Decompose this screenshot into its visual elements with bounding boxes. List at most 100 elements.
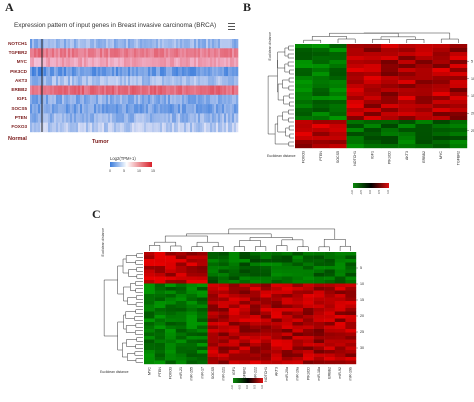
heatmap-cell xyxy=(334,343,346,347)
heatmap-a-cell xyxy=(136,57,139,68)
heatmap-a-cell xyxy=(36,48,39,58)
heatmap-cell xyxy=(260,311,272,316)
heatmap-a-cell xyxy=(236,113,239,123)
heatmap-cell xyxy=(292,297,304,302)
heatmap-a-cell xyxy=(60,113,63,123)
heatmap-a-cell xyxy=(166,104,169,114)
hamburger-menu-icon[interactable] xyxy=(228,23,235,30)
heatmap-cell xyxy=(260,353,272,358)
heatmap-cell xyxy=(381,64,399,69)
column-label: SOCS5 xyxy=(336,151,340,163)
heatmap-cell xyxy=(363,136,382,141)
heatmap-a-cell xyxy=(138,76,141,86)
heatmap-a-cell xyxy=(142,39,145,49)
heatmap-cell xyxy=(281,283,293,288)
heatmap-cell xyxy=(228,266,240,270)
group-label-tumor: Tumor xyxy=(92,139,109,145)
heatmap-a-cell xyxy=(82,76,85,86)
heatmap-cell xyxy=(186,315,198,319)
heatmap-cell xyxy=(292,255,304,260)
heatmap-a-cell xyxy=(122,57,125,68)
column-label: IGF1 xyxy=(370,151,374,159)
heatmap-cell xyxy=(292,353,304,358)
heatmap-a-cell xyxy=(176,122,179,133)
heatmap-cell xyxy=(197,339,208,344)
heatmap-a-cell xyxy=(72,94,75,105)
heatmap-cell xyxy=(363,92,382,97)
heatmap-cell xyxy=(415,48,433,53)
heatmap-cell xyxy=(165,283,176,288)
heatmap-a-cell xyxy=(206,104,209,114)
heatmap-cell xyxy=(363,80,382,85)
heatmap-a-cell xyxy=(44,122,47,133)
heatmap-cell xyxy=(324,280,335,284)
heatmap-cell xyxy=(345,287,357,291)
heatmap-cell xyxy=(144,343,155,347)
heatmap-a-cell xyxy=(216,122,219,133)
heatmap-cell xyxy=(228,301,240,305)
heatmap-cell xyxy=(334,266,346,270)
heatmap-a-cell xyxy=(70,113,73,123)
heatmap-cell xyxy=(432,68,450,73)
heatmap-cell xyxy=(346,44,364,49)
heatmap-cell xyxy=(281,350,293,354)
heatmap-a-cell xyxy=(68,39,71,49)
heatmap-cell xyxy=(329,84,347,89)
heatmap-a-cell xyxy=(176,57,179,68)
heatmap-a-cell xyxy=(200,66,203,77)
heatmap-a-cell xyxy=(148,48,151,58)
heatmap-a-cell xyxy=(138,48,141,58)
heatmap-cell xyxy=(250,343,261,347)
heatmap-cell xyxy=(312,48,330,53)
heatmap-cell xyxy=(415,124,433,129)
heatmap-a-cell xyxy=(130,104,133,114)
heatmap-a-cell xyxy=(96,57,99,68)
heatmap-cell xyxy=(398,72,416,77)
heatmap-a-cell xyxy=(230,48,233,58)
column-dendrogram-branch xyxy=(228,228,336,240)
heatmap-a-cell xyxy=(154,85,157,95)
heatmap-a-cell xyxy=(120,76,123,86)
heatmap-a-cell xyxy=(98,57,101,68)
heatmap-a-cell xyxy=(236,57,239,68)
heatmap-a-cell xyxy=(52,104,55,114)
heatmap-a-cell xyxy=(44,113,47,123)
heatmap-a-cell xyxy=(234,122,237,133)
heatmap-a-cell xyxy=(90,39,93,49)
heatmap-cell xyxy=(381,108,399,113)
heatmap-a-cell xyxy=(108,94,111,105)
heatmap-a-cell xyxy=(200,57,203,68)
heatmap-a-cell xyxy=(172,122,175,133)
heatmap-a-cell xyxy=(182,76,185,86)
heatmap-a-cell xyxy=(152,76,155,86)
heatmap-cell xyxy=(175,357,187,361)
row-dendrogram-branch xyxy=(136,274,143,279)
heatmap-cell xyxy=(303,353,314,358)
heatmap-cell xyxy=(449,48,468,53)
heatmap-a-cell xyxy=(162,66,165,77)
heatmap-cell xyxy=(250,280,261,284)
row-dendrogram-branch xyxy=(288,45,294,51)
heatmap-a-cell xyxy=(62,48,65,58)
heatmap-a-cell xyxy=(156,113,159,123)
heatmap-a-cell xyxy=(98,85,101,95)
heatmap-a-cell xyxy=(210,104,213,114)
heatmap-a-cell xyxy=(60,48,63,58)
heatmap-cell xyxy=(415,44,433,49)
heatmap-a-cell xyxy=(168,94,171,105)
heatmap-a-cell xyxy=(58,66,61,77)
heatmap-a-cell xyxy=(224,104,227,114)
heatmap-a-cell xyxy=(54,57,57,68)
heatmap-cell xyxy=(260,304,272,309)
heatmap-a-cell xyxy=(36,94,39,105)
heatmap-a-cell xyxy=(236,66,239,77)
heatmap-a-cell xyxy=(86,66,89,77)
heatmap-a-cell xyxy=(84,57,87,68)
heatmap-a-cell xyxy=(102,48,105,58)
heatmap-a-cell xyxy=(104,122,107,133)
heatmap-cell xyxy=(218,346,229,351)
heatmap-a-cell xyxy=(54,104,57,114)
heatmap-cell xyxy=(271,269,282,274)
heatmap-a-cell xyxy=(38,66,41,77)
heatmap-a-cell xyxy=(64,66,67,77)
